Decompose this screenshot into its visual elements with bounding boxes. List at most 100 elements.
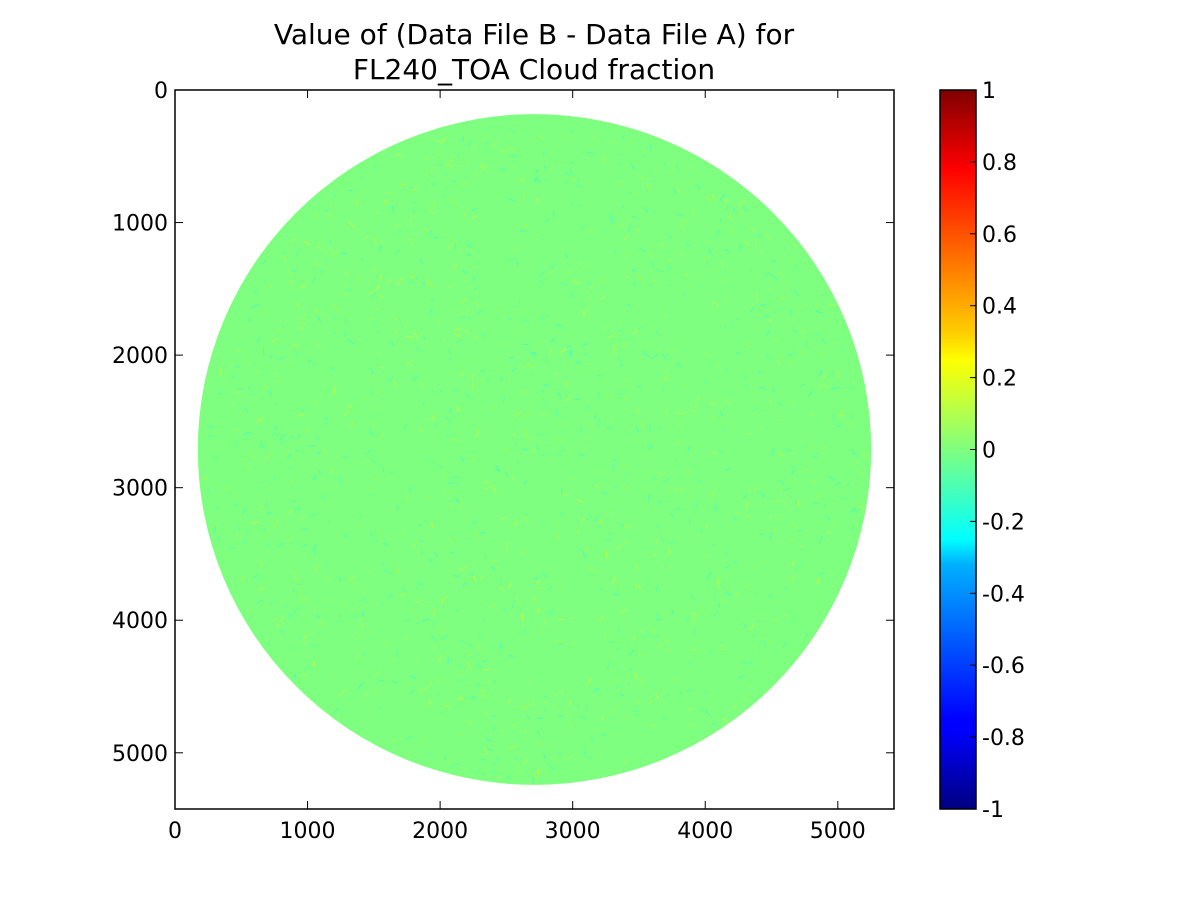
- difference-speckle: [515, 260, 519, 267]
- difference-speckle: [656, 500, 663, 503]
- difference-speckle: [457, 238, 461, 241]
- difference-speckle: [472, 450, 476, 454]
- colorbar-tick-label: -0.2: [982, 510, 1025, 535]
- colorbar-tick-label: 1: [982, 79, 996, 104]
- colorbar-tick-label: 0.6: [982, 223, 1017, 248]
- difference-speckle: [437, 654, 442, 663]
- difference-speckle: [482, 618, 487, 622]
- difference-speckle: [344, 318, 347, 325]
- difference-speckle: [471, 358, 475, 361]
- difference-speckle: [459, 566, 467, 572]
- difference-speckle: [282, 605, 287, 609]
- difference-speckle: [323, 449, 327, 455]
- difference-speckle: [537, 434, 545, 436]
- difference-speckle: [725, 565, 730, 569]
- difference-speckle: [705, 268, 711, 271]
- difference-speckle: [390, 509, 394, 512]
- difference-speckle: [431, 182, 436, 186]
- difference-speckle: [758, 249, 763, 254]
- difference-speckle: [544, 620, 547, 628]
- difference-speckle: [376, 275, 380, 278]
- difference-speckle: [426, 280, 434, 287]
- difference-speckle: [652, 210, 656, 214]
- difference-speckle: [235, 529, 240, 535]
- difference-speckle: [218, 367, 222, 375]
- difference-speckle: [448, 350, 451, 356]
- difference-speckle: [452, 476, 461, 479]
- difference-speckle: [684, 272, 689, 277]
- difference-speckle: [291, 435, 294, 439]
- difference-speckle: [478, 634, 483, 639]
- difference-speckle: [486, 747, 493, 752]
- difference-speckle: [447, 285, 453, 290]
- difference-speckle: [546, 277, 549, 280]
- difference-speckle: [652, 476, 656, 479]
- difference-speckle: [292, 343, 299, 347]
- difference-speckle: [731, 322, 735, 325]
- difference-speckle: [571, 639, 577, 645]
- difference-speckle: [586, 152, 594, 154]
- difference-speckle: [429, 169, 433, 171]
- difference-speckle: [440, 711, 444, 714]
- difference-speckle: [243, 457, 248, 460]
- difference-speckle: [762, 638, 766, 641]
- difference-speckle: [806, 510, 809, 516]
- difference-speckle: [820, 337, 827, 345]
- difference-speckle: [750, 408, 757, 415]
- difference-speckle: [632, 635, 636, 639]
- difference-speckle: [598, 419, 600, 426]
- difference-speckle: [687, 689, 693, 692]
- difference-speckle: [471, 382, 475, 389]
- difference-speckle: [567, 721, 573, 729]
- difference-speckle: [777, 400, 783, 407]
- difference-speckle: [409, 608, 413, 614]
- difference-speckle: [303, 317, 306, 321]
- difference-speckle: [701, 707, 703, 713]
- difference-speckle: [790, 619, 795, 622]
- difference-speckle: [406, 751, 412, 760]
- difference-speckle: [587, 756, 593, 759]
- difference-speckle: [290, 269, 298, 272]
- difference-speckle: [522, 318, 530, 323]
- difference-speckle: [638, 177, 646, 181]
- difference-speckle: [332, 314, 335, 320]
- difference-speckle: [469, 695, 477, 700]
- difference-speckle: [568, 701, 572, 707]
- difference-speckle: [486, 377, 491, 381]
- difference-speckle: [764, 639, 771, 644]
- difference-speckle: [789, 361, 794, 366]
- difference-speckle: [380, 677, 383, 683]
- difference-speckle: [331, 228, 335, 230]
- difference-speckle: [470, 285, 475, 292]
- difference-speckle: [754, 243, 758, 248]
- difference-speckle: [523, 757, 529, 765]
- difference-speckle: [603, 634, 607, 639]
- difference-speckle: [435, 423, 437, 428]
- difference-speckle: [639, 678, 645, 685]
- difference-speckle: [214, 525, 217, 533]
- difference-speckle: [619, 582, 623, 590]
- difference-speckle: [707, 239, 710, 243]
- difference-speckle: [705, 709, 711, 717]
- difference-speckle: [747, 432, 753, 435]
- difference-speckle: [456, 609, 459, 612]
- difference-speckle: [657, 269, 664, 273]
- difference-speckle: [511, 146, 514, 152]
- difference-speckle: [595, 484, 600, 488]
- difference-speckle: [304, 314, 307, 316]
- difference-speckle: [539, 135, 544, 140]
- difference-speckle: [412, 331, 416, 335]
- difference-speckle: [776, 464, 780, 467]
- difference-speckle: [793, 289, 798, 296]
- difference-speckle: [749, 624, 754, 631]
- difference-speckle: [669, 563, 673, 569]
- y-tick-label: 5000: [112, 742, 168, 767]
- difference-speckle: [428, 308, 434, 315]
- difference-speckle: [503, 448, 510, 452]
- difference-speckle: [508, 197, 515, 202]
- difference-speckle: [391, 680, 399, 684]
- difference-speckle: [730, 227, 733, 231]
- difference-speckle: [664, 369, 668, 372]
- difference-speckle: [614, 457, 618, 462]
- difference-speckle: [759, 617, 763, 621]
